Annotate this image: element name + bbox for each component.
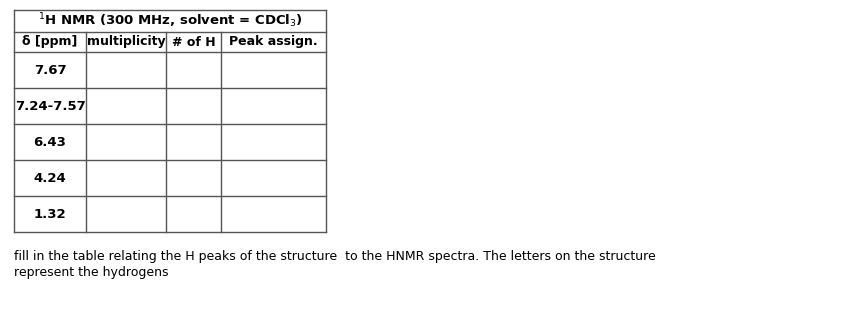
Text: multiplicity: multiplicity: [86, 36, 165, 48]
Text: # of H: # of H: [172, 36, 215, 48]
Text: 4.24: 4.24: [33, 171, 67, 185]
Text: δ [ppm]: δ [ppm]: [22, 36, 78, 48]
Text: 7.24-7.57: 7.24-7.57: [15, 100, 86, 112]
Text: 7.67: 7.67: [33, 64, 67, 76]
Text: Peak assign.: Peak assign.: [229, 36, 318, 48]
Text: represent the hydrogens: represent the hydrogens: [14, 266, 168, 279]
Text: 1.32: 1.32: [33, 207, 67, 221]
Text: 6.43: 6.43: [33, 135, 67, 149]
Text: fill in the table relating the H peaks of the structure  to the HNMR spectra. Th: fill in the table relating the H peaks o…: [14, 250, 656, 263]
Text: $^{1}$H NMR (300 MHz, solvent = CDCl$_3$): $^{1}$H NMR (300 MHz, solvent = CDCl$_3$…: [38, 12, 303, 30]
